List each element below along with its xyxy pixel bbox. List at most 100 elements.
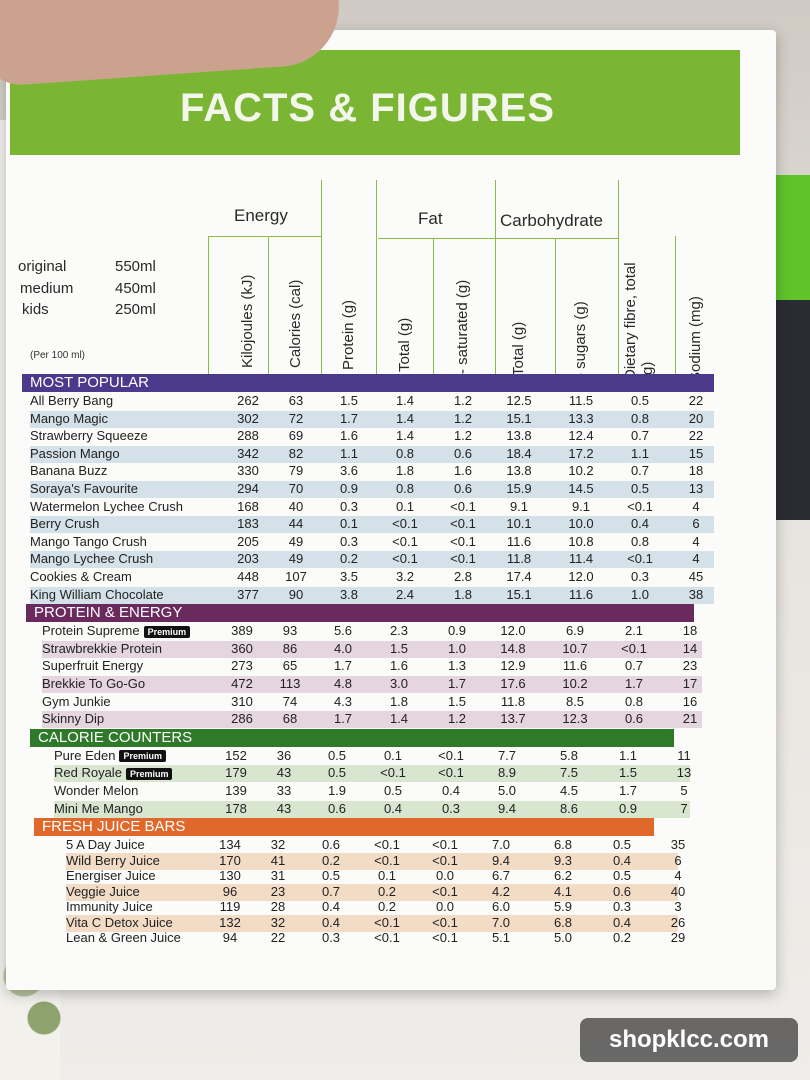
- table-row: Mango Magic 302 72 1.7 1.4 1.2 15.1 13.3 0.8 20: [30, 410, 714, 428]
- drink-name-text: Strawbrekkie Protein: [42, 640, 162, 656]
- table-cell: 17.4: [506, 569, 532, 584]
- table-cell: 11.8: [506, 551, 532, 567]
- table-cell: 1.7: [624, 676, 644, 691]
- table-cell: 8.6: [559, 800, 579, 816]
- table-cell: 38: [688, 586, 704, 602]
- table-row: All Berry Bang 262 63 1.5 1.4 1.2 12.5 11.5 0.5 2…: [30, 393, 714, 410]
- table-cell: 70: [288, 481, 304, 496]
- table-cell: 13.7: [500, 711, 526, 727]
- table-cell: 0.6: [327, 800, 347, 816]
- drink-name: Strawbrekkie Protein: [42, 641, 162, 656]
- table-cell: 49: [288, 551, 304, 567]
- table-cell: 0.3: [339, 533, 359, 549]
- table-cell: 0.5: [630, 481, 650, 496]
- table-cell: 0.5: [612, 837, 632, 853]
- table-cell: 0.8: [395, 481, 415, 496]
- table-cell: 0.4: [321, 899, 341, 915]
- table-cell: <0.1: [374, 930, 400, 946]
- table-cell: 4.0: [333, 640, 353, 656]
- drink-name: Energiser Juice: [66, 868, 156, 883]
- table-cell: 1.2: [453, 410, 473, 426]
- table-cell: 10.8: [568, 533, 594, 549]
- drink-name-text: Vita C Detox Juice: [66, 914, 173, 930]
- table-cell: 9.1: [571, 498, 591, 514]
- col-divider: [268, 236, 269, 376]
- table-cell: 33: [276, 783, 292, 798]
- drink-name-text: 5 A Day Juice: [66, 837, 145, 853]
- table-cell: 1.1: [618, 747, 638, 763]
- table-cell: 36: [276, 747, 292, 763]
- table-cell: 1.4: [389, 711, 409, 727]
- table-row: Red Royale Premium 179 43 0.5 <0.1 <0.1 8.9 7.5 1…: [54, 765, 691, 783]
- drink-name-text: Wonder Melon: [54, 783, 139, 798]
- table-cell: 9.4: [497, 800, 517, 816]
- drink-name: King William Chocolate: [30, 587, 164, 602]
- drink-name: Cookies & Cream: [30, 569, 132, 584]
- drink-name: Wonder Melon: [54, 783, 138, 798]
- table-row: Vita C Detox Juice 132 32 0.4 <0.1 <0.1 7.0 6.8…: [66, 914, 685, 932]
- table-cell: 13.3: [568, 410, 594, 426]
- table-cell: 1.2: [453, 428, 473, 444]
- energy-underline: [208, 236, 321, 237]
- table-cell: 10.2: [562, 676, 588, 691]
- table-cell: 5.8: [559, 747, 579, 763]
- table-cell: 69: [288, 428, 304, 444]
- table-cell: <0.1: [380, 765, 406, 781]
- table-cell: 14.8: [500, 640, 526, 656]
- table-cell: 0.2: [321, 852, 341, 868]
- table-cell: 12.4: [568, 428, 594, 444]
- table-cell: <0.1: [374, 914, 400, 930]
- table-cell: 389: [231, 623, 253, 639]
- drink-name-text: Cookies & Cream: [30, 569, 132, 584]
- table-cell: 1.6: [453, 463, 473, 479]
- table-cell: <0.1: [392, 533, 418, 549]
- table-cell: 35: [670, 837, 686, 853]
- table-cell: 1.2: [453, 393, 473, 408]
- table-cell: 7: [680, 800, 688, 816]
- drink-name-text: Skinny Dip: [42, 711, 105, 727]
- table-cell: 12.3: [562, 711, 588, 727]
- table-cell: 11.6: [568, 586, 594, 602]
- table-cell: 10.7: [562, 640, 588, 656]
- drink-name: Strawberry Squeeze: [30, 428, 148, 443]
- drink-name-text: Passion Mango: [30, 445, 120, 461]
- table-cell: 11.6: [562, 658, 588, 674]
- table-cell: 0.4: [612, 914, 632, 930]
- column-header: - sugars (g): [572, 301, 589, 378]
- table-cell: 1.5: [339, 393, 359, 408]
- carbohydrate-group-label: Carbohydrate: [500, 211, 604, 230]
- column-header: Protein (g): [340, 299, 357, 370]
- table-cell: 22: [688, 428, 704, 444]
- table-row: 5 A Day Juice 134 32 0.6 <0.1 <0.1 7.0 6.8 0.5 35: [66, 837, 685, 854]
- table-row: Mango Lychee Crush 203 49 0.2 <0.1 <0.1 11.8 11…: [30, 551, 714, 569]
- table-cell: 43: [276, 765, 292, 781]
- drink-name-text: Strawberry Squeeze: [30, 428, 148, 444]
- table-cell: 1.3: [447, 658, 467, 674]
- col-divider: [376, 180, 377, 378]
- drink-name-text: Mango Lychee Crush: [30, 551, 154, 567]
- table-cell: 0.8: [624, 693, 644, 709]
- table-cell: 1.0: [447, 640, 467, 656]
- table-cell: 14: [682, 640, 698, 656]
- table-cell: 7.0: [491, 914, 511, 930]
- table-cell: 7.5: [559, 765, 579, 781]
- drink-name-text: Brekkie To Go-Go: [42, 676, 146, 691]
- table-cell: 2.3: [389, 623, 409, 639]
- drink-name: Berry Crush: [30, 516, 99, 531]
- column-header: Sodium (mg): [687, 296, 704, 382]
- table-cell: 0.4: [441, 783, 461, 798]
- col-divider: [433, 238, 434, 380]
- table-cell: 0.7: [630, 463, 650, 479]
- table-cell: 5.9: [553, 899, 573, 915]
- table-row: Pure Eden Premium 152 36 0.5 0.1 <0.1 7.7 5.8 1.1…: [54, 747, 691, 765]
- table-cell: 1.7: [333, 658, 353, 674]
- table-cell: 3.5: [339, 569, 359, 584]
- table-cell: 0.3: [612, 899, 632, 915]
- table-cell: 0.0: [435, 899, 455, 915]
- table-cell: 0.8: [630, 410, 650, 426]
- table-cell: 0.5: [327, 747, 347, 763]
- page-title: FACTS & FIGURES: [180, 86, 556, 130]
- table-cell: 294: [237, 481, 259, 496]
- table-cell: <0.1: [450, 498, 476, 514]
- col-divider: [555, 238, 556, 382]
